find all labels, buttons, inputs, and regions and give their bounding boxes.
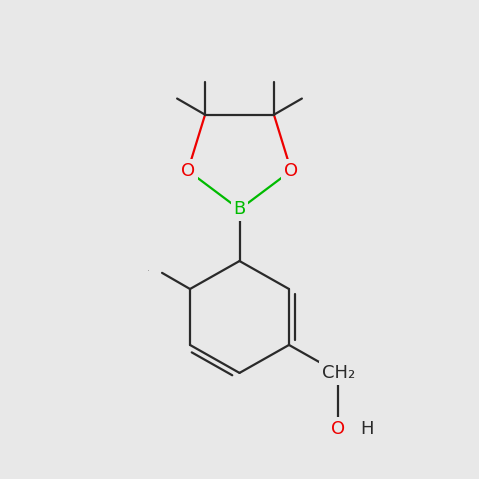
Text: O: O — [181, 161, 195, 180]
Text: O: O — [331, 420, 345, 438]
Text: H: H — [360, 420, 374, 438]
Text: B: B — [233, 200, 246, 218]
Text: CH₃: CH₃ — [148, 270, 150, 271]
Text: O: O — [284, 161, 298, 180]
Text: CH₂: CH₂ — [322, 364, 355, 382]
